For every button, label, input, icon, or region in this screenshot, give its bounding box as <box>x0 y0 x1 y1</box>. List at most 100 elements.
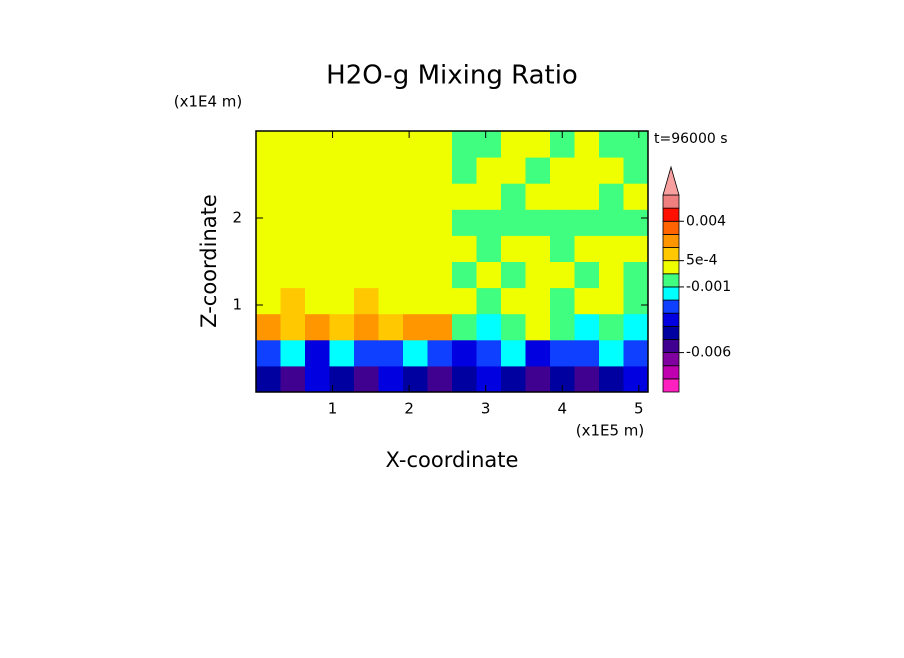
field-cell <box>525 339 551 367</box>
field-cell <box>329 131 355 158</box>
field-cell <box>378 209 404 236</box>
x-tick-label: 3 <box>481 400 491 418</box>
field-cell <box>599 209 624 236</box>
field-cell <box>354 261 379 289</box>
field-cell <box>280 313 306 341</box>
field-cell <box>378 157 404 184</box>
field-cell <box>354 287 379 315</box>
field-cell <box>550 183 575 210</box>
field-cell <box>305 313 330 341</box>
field-cell <box>403 261 428 289</box>
colorbar-band <box>662 299 680 314</box>
field-cell <box>623 209 648 236</box>
field-cell <box>574 157 600 184</box>
field-cell <box>599 131 624 158</box>
field-cell <box>329 313 355 341</box>
field-cell <box>378 365 404 392</box>
field-cell <box>378 235 404 262</box>
field-cell <box>525 365 551 392</box>
colorbar-band <box>662 207 680 222</box>
field-cell <box>378 313 404 341</box>
field-cell <box>403 131 428 158</box>
field-cell <box>623 287 648 315</box>
field-cell <box>305 287 330 315</box>
field-cell <box>550 313 575 341</box>
field-cell <box>476 287 502 315</box>
x-tick-label: 2 <box>404 400 414 418</box>
field-cell <box>403 183 428 210</box>
field-cell <box>599 261 624 289</box>
colorbar-band <box>662 194 680 209</box>
field-cell <box>427 157 453 184</box>
field-cell <box>427 287 453 315</box>
field-cell <box>256 209 281 236</box>
x-tick-label: 4 <box>557 400 567 418</box>
y-tick-label: 1 <box>232 296 242 314</box>
colorbar-band <box>662 233 680 248</box>
field-cell <box>476 261 502 289</box>
field-cell <box>280 157 306 184</box>
field-cell <box>501 339 526 367</box>
field-cell <box>476 183 502 210</box>
field-cell <box>427 235 453 262</box>
colorbar-tick-label: 5e-4 <box>686 253 718 269</box>
field-cell <box>623 261 648 289</box>
field-cell <box>256 365 281 392</box>
field-cell <box>525 261 551 289</box>
field-cell <box>574 287 600 315</box>
field-cell <box>354 183 379 210</box>
field-cell <box>329 183 355 210</box>
field-cell <box>501 131 526 158</box>
field-cell <box>623 235 648 262</box>
field-cell <box>305 157 330 184</box>
field-cell <box>403 339 428 367</box>
colorbar-tick-label: -0.001 <box>686 279 731 295</box>
y-unit: (x1E4 m) <box>174 93 243 111</box>
field-cell <box>452 261 477 289</box>
field-cell <box>305 261 330 289</box>
field-cell <box>550 235 575 262</box>
field-cell <box>256 131 281 158</box>
field-cell <box>599 339 624 367</box>
field-cell <box>623 157 648 184</box>
field-cell <box>550 209 575 236</box>
field-cell <box>574 339 600 367</box>
y-axis-label: Z-coordinate <box>197 194 221 328</box>
colorbar-tick-label: 0.004 <box>686 213 726 229</box>
colorbar-band <box>662 247 680 262</box>
field-cell <box>452 157 477 184</box>
field-cell <box>378 183 404 210</box>
field-cell <box>476 131 502 158</box>
field-cell <box>305 209 330 236</box>
field-cell <box>354 313 379 341</box>
field-cell <box>354 339 379 367</box>
field-cell <box>329 339 355 367</box>
field-cell <box>550 287 575 315</box>
field-cell <box>574 209 600 236</box>
field-cell <box>574 131 600 158</box>
field-cell <box>403 209 428 236</box>
field-cell <box>452 313 477 341</box>
field-cell <box>525 287 551 315</box>
field-cell <box>525 313 551 341</box>
field-cell <box>354 235 379 262</box>
field-cell <box>354 157 379 184</box>
field-cell <box>329 365 355 392</box>
field-cell <box>623 339 648 367</box>
field-cell <box>403 235 428 262</box>
field-cell <box>305 339 330 367</box>
field-cell <box>550 339 575 367</box>
field-cell <box>280 131 306 158</box>
colorbar-extend <box>662 165 680 196</box>
field-cell <box>427 365 453 392</box>
field-cell <box>501 313 526 341</box>
field-cell <box>378 131 404 158</box>
y-tick-label: 2 <box>232 209 242 227</box>
x-unit: (x1E5 m) <box>576 422 645 440</box>
field-cell <box>427 339 453 367</box>
field-cell <box>329 157 355 184</box>
field-cell <box>378 339 404 367</box>
field-cell <box>452 131 477 158</box>
field-cell <box>550 157 575 184</box>
